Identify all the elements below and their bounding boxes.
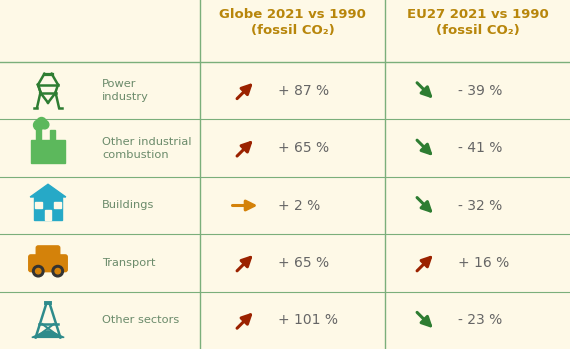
Polygon shape (32, 331, 64, 337)
Bar (54, 202, 61, 208)
Polygon shape (30, 184, 66, 197)
Text: + 101 %: + 101 % (278, 313, 338, 327)
FancyBboxPatch shape (28, 255, 67, 272)
Text: - 39 %: - 39 % (458, 84, 502, 98)
Text: Globe 2021 vs 1990: Globe 2021 vs 1990 (219, 8, 366, 21)
Text: (fossil CO₂): (fossil CO₂) (251, 24, 335, 37)
Text: - 41 %: - 41 % (458, 141, 502, 155)
Text: - 23 %: - 23 % (458, 313, 502, 327)
Circle shape (52, 266, 63, 277)
Text: - 32 %: - 32 % (458, 199, 502, 213)
Text: + 87 %: + 87 % (278, 84, 329, 98)
FancyBboxPatch shape (36, 246, 60, 260)
Text: + 65 %: + 65 % (278, 141, 329, 155)
Bar (44, 210, 51, 220)
Text: Other sectors: Other sectors (102, 315, 179, 325)
Text: + 2 %: + 2 % (278, 199, 320, 213)
Bar (50, 130, 55, 140)
Text: Transport: Transport (102, 258, 156, 268)
Text: Buildings: Buildings (102, 200, 154, 210)
Text: Power
industry: Power industry (102, 79, 149, 102)
Circle shape (40, 120, 49, 129)
FancyBboxPatch shape (31, 140, 65, 163)
Bar (34, 197, 63, 220)
Text: (fossil CO₂): (fossil CO₂) (435, 24, 519, 37)
Text: + 65 %: + 65 % (278, 256, 329, 270)
Circle shape (35, 268, 41, 274)
Text: + 16 %: + 16 % (458, 256, 509, 270)
Circle shape (34, 120, 44, 130)
Circle shape (32, 266, 44, 277)
Circle shape (55, 268, 60, 274)
Text: Other industrial
combustion: Other industrial combustion (102, 137, 192, 159)
Bar (36, 128, 41, 140)
Circle shape (37, 118, 46, 127)
Text: EU27 2021 vs 1990: EU27 2021 vs 1990 (406, 8, 548, 21)
Bar (35, 202, 42, 208)
